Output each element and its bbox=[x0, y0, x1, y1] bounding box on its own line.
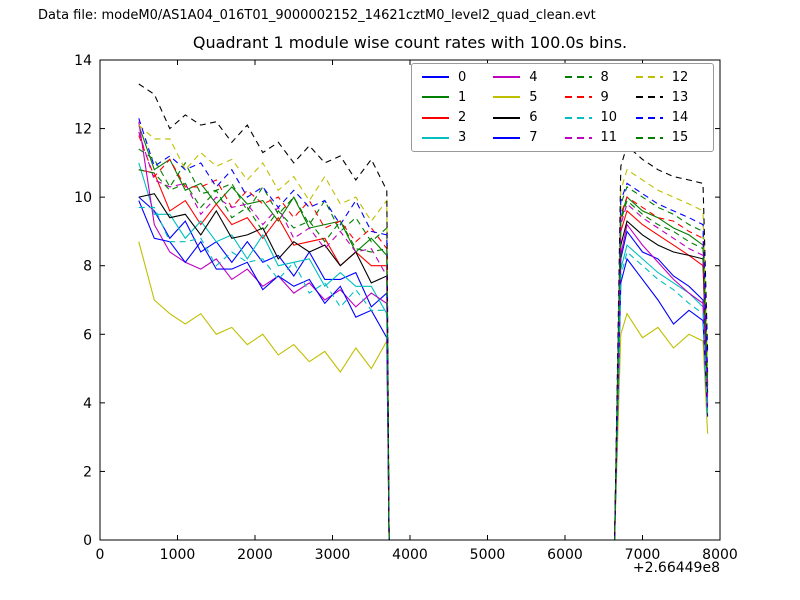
legend-line-swatch bbox=[422, 96, 449, 99]
legend-entry-0: 0 bbox=[422, 67, 493, 87]
legend-column: 8 9 10 11 bbox=[564, 67, 636, 148]
legend-entry-14: 14 bbox=[635, 108, 707, 128]
x-tick-label: 0 bbox=[96, 547, 105, 563]
legend-label: 7 bbox=[529, 130, 538, 146]
y-tick-label: 2 bbox=[83, 464, 92, 480]
legend-line-swatch bbox=[493, 76, 521, 79]
legend-entry-7: 7 bbox=[493, 128, 564, 148]
x-tick-label: 6000 bbox=[547, 547, 583, 563]
chart-title: Quadrant 1 module wise count rates with … bbox=[192, 33, 628, 52]
legend-label: 5 bbox=[529, 89, 538, 105]
legend-line-swatch bbox=[493, 136, 521, 139]
legend-line-swatch bbox=[635, 116, 663, 119]
x-tick-label: 3000 bbox=[315, 547, 351, 563]
legend-line-swatch bbox=[635, 76, 663, 79]
series-line-5 bbox=[138, 241, 709, 541]
legend-column: 12 13 14 15 bbox=[635, 67, 707, 148]
x-tick-label: 5000 bbox=[470, 547, 506, 563]
series-line-4 bbox=[138, 121, 709, 541]
series-line-14 bbox=[138, 118, 709, 541]
legend-entry-2: 2 bbox=[422, 108, 493, 128]
legend-label: 4 bbox=[529, 69, 538, 85]
series-line-8 bbox=[138, 148, 709, 541]
legend-label: 10 bbox=[600, 110, 618, 126]
legend-line-swatch bbox=[564, 116, 592, 119]
y-tick-label: 0 bbox=[83, 533, 92, 549]
x-tick-label: 8000 bbox=[702, 547, 738, 563]
legend-label: 2 bbox=[458, 110, 467, 126]
x-tick-label: 7000 bbox=[625, 547, 661, 563]
legend-entry-1: 1 bbox=[422, 87, 493, 107]
y-tick-label: 4 bbox=[83, 396, 92, 412]
legend-line-swatch bbox=[422, 136, 449, 139]
x-tick-label: 1000 bbox=[160, 547, 196, 563]
legend-column: 0 1 2 3 bbox=[422, 67, 493, 148]
legend-entry-10: 10 bbox=[564, 108, 636, 128]
legend-label: 1 bbox=[458, 89, 467, 105]
chart-legend: 0 1 2 3 4 5 6 7 8 9 10 11 12 13 14 15 bbox=[411, 63, 714, 152]
legend-label: 3 bbox=[458, 130, 467, 146]
series-line-11 bbox=[138, 131, 709, 541]
series-line-10 bbox=[138, 206, 709, 541]
legend-entry-15: 15 bbox=[635, 128, 707, 148]
legend-label: 8 bbox=[600, 69, 609, 85]
legend-entry-11: 11 bbox=[564, 128, 636, 148]
legend-column: 4 5 6 7 bbox=[493, 67, 564, 148]
x-tick-label: 2000 bbox=[237, 547, 273, 563]
legend-line-swatch bbox=[564, 136, 592, 139]
y-tick-label: 6 bbox=[83, 327, 92, 343]
legend-line-swatch bbox=[564, 96, 592, 99]
legend-label: 11 bbox=[600, 130, 618, 146]
legend-entry-5: 5 bbox=[493, 87, 564, 107]
legend-label: 13 bbox=[671, 89, 689, 105]
datafile-text: Data file: modeM0/AS1A04_016T01_90000021… bbox=[38, 8, 596, 23]
y-tick-label: 8 bbox=[83, 259, 92, 275]
series-line-9 bbox=[138, 135, 709, 541]
legend-entry-13: 13 bbox=[635, 87, 707, 107]
legend-line-swatch bbox=[422, 116, 449, 119]
legend-line-swatch bbox=[493, 116, 521, 119]
legend-label: 15 bbox=[671, 130, 689, 146]
series-line-13 bbox=[138, 83, 709, 541]
y-tick-label: 14 bbox=[74, 53, 92, 69]
x-axis-offset-label: +2.66449e8 bbox=[632, 560, 720, 576]
series-line-3 bbox=[138, 162, 709, 541]
x-tick-label: 4000 bbox=[392, 547, 428, 563]
series-line-12 bbox=[138, 124, 709, 541]
legend-label: 6 bbox=[529, 110, 538, 126]
legend-entry-9: 9 bbox=[564, 87, 636, 107]
legend-line-swatch bbox=[564, 76, 592, 79]
legend-line-swatch bbox=[635, 136, 663, 139]
legend-label: 9 bbox=[600, 89, 609, 105]
legend-entry-4: 4 bbox=[493, 67, 564, 87]
legend-entry-6: 6 bbox=[493, 108, 564, 128]
legend-line-swatch bbox=[422, 76, 449, 79]
legend-entry-12: 12 bbox=[635, 67, 707, 87]
series-line-6 bbox=[138, 193, 709, 541]
y-tick-label: 10 bbox=[74, 190, 92, 206]
y-tick-label: 12 bbox=[74, 122, 92, 138]
legend-line-swatch bbox=[493, 96, 521, 99]
legend-label: 12 bbox=[671, 69, 689, 85]
legend-entry-8: 8 bbox=[564, 67, 636, 87]
legend-line-swatch bbox=[635, 96, 663, 99]
legend-label: 14 bbox=[671, 110, 689, 126]
legend-label: 0 bbox=[458, 69, 467, 85]
series-line-7 bbox=[138, 200, 709, 541]
legend-entry-3: 3 bbox=[422, 128, 493, 148]
